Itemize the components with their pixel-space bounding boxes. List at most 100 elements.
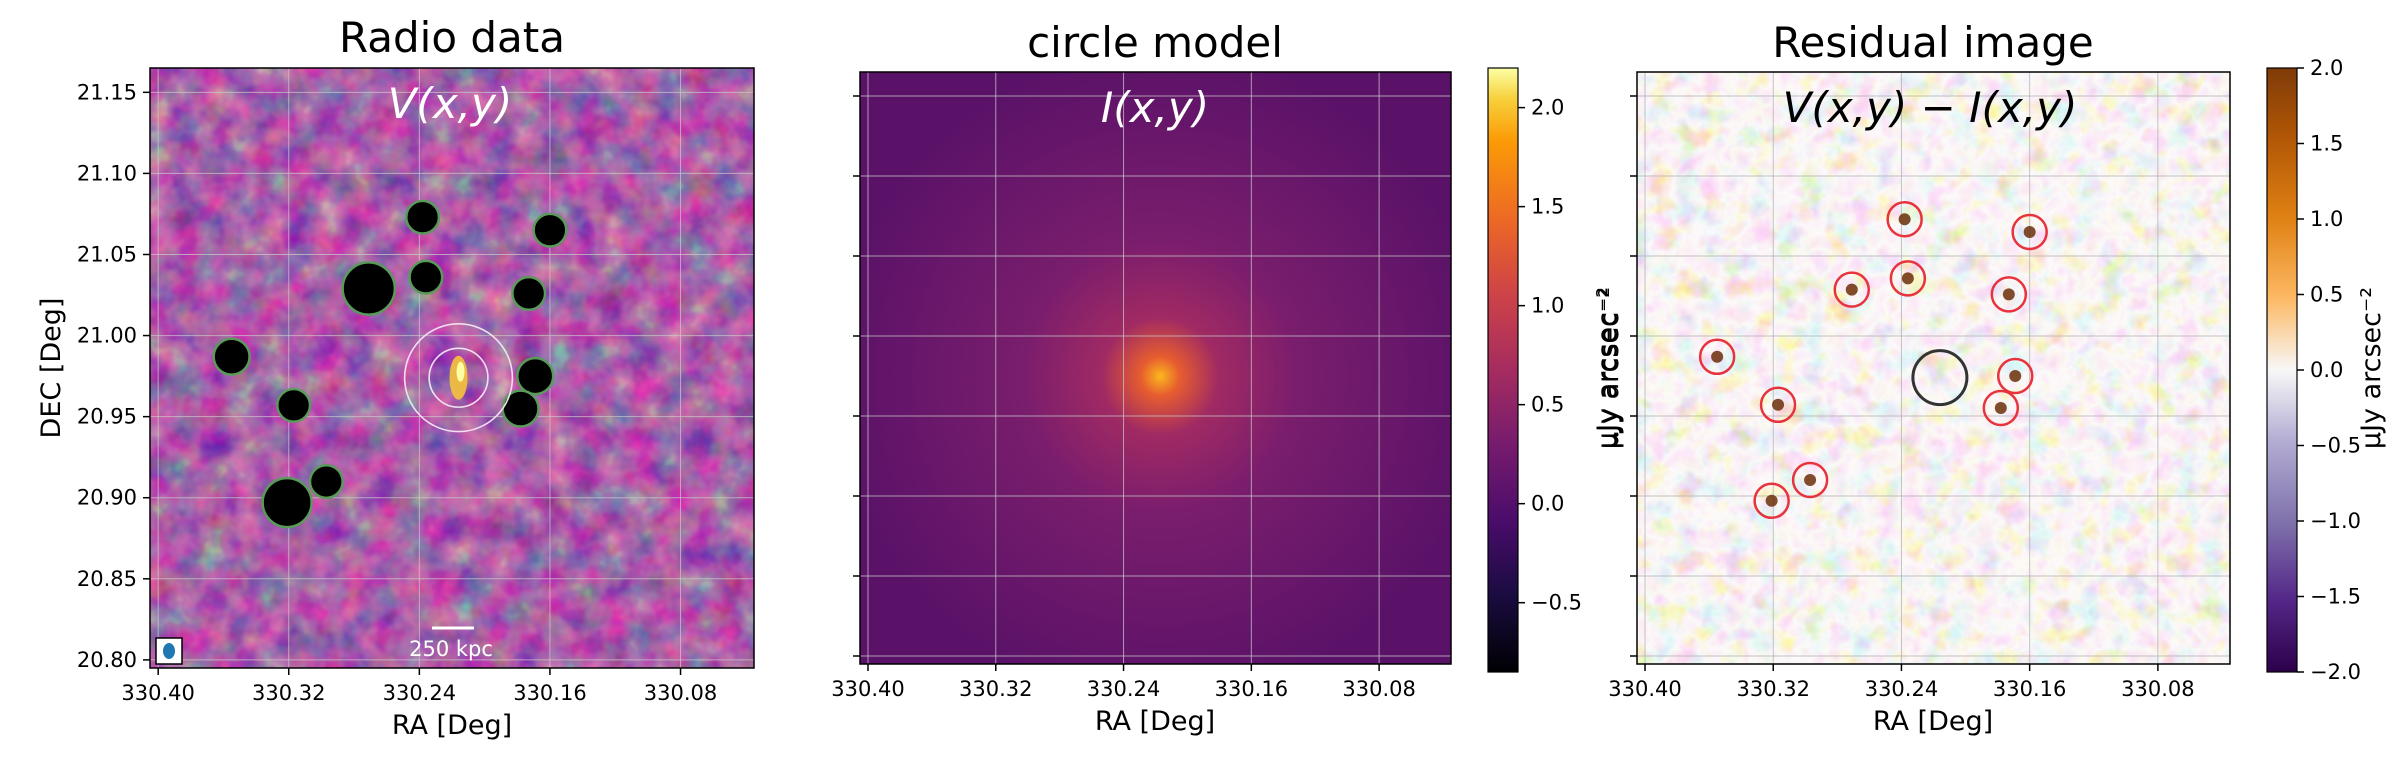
masked-source [516,356,555,396]
colorbar-tick-label: −0.5 [2310,434,2361,458]
x-tick-label: 330.08 [644,681,717,705]
colorbar-tick-label: 1.5 [1531,195,1564,219]
panel1-sources [212,199,568,529]
masked-source [212,337,251,376]
colorbar-puor-ticks: 2.0 1.5 1.0 0.5 0.0 −0.5 −1.0 −1.5 −2.0 [2297,56,2361,684]
masked-source [261,476,313,529]
panel2-yticks [853,95,860,657]
residual-source-circle [1982,389,2020,427]
colorbar-tick-label: 0.5 [2310,283,2343,307]
colorbar-tick-label: 1.0 [2310,207,2343,231]
panel3-xlabel: RA [Deg] [1873,706,1993,737]
residual-source-circle [1833,271,1871,308]
residual-source-circle [1889,260,1927,297]
panel3-ylabel: μJy arcsec⁻² [1592,287,1623,449]
x-tick-label: 330.16 [513,681,586,705]
colorbar-puor [2266,67,2298,673]
residual-source-circle [1996,357,2034,395]
panel1-frame [149,67,755,669]
cluster-outer-circle [403,323,514,433]
y-tick-label: 20.95 [77,405,137,429]
masked-source [501,389,540,428]
scalebar-label: 250 kpc [409,637,493,661]
colorbar-inferno-label: μJy arcsec⁻² [1594,287,1625,449]
colorbar-tick-label: 0.0 [2310,358,2343,382]
y-tick-label: 21.00 [77,324,137,348]
beam-ellipse [163,643,175,659]
panel3-frame [1636,71,2231,665]
panel2-grid [860,72,1451,664]
residual-source-core [2023,226,2036,238]
residual-source-core [1994,402,2007,414]
panel3-title: Residual image [1772,18,2094,67]
residual-source-core [1898,213,1911,226]
x-tick-label: 330.16 [1215,677,1288,701]
residual-source-core [1711,350,1724,363]
masked-source [276,387,312,423]
colorbar-tick-label: −1.5 [2310,585,2361,609]
residual-source-core [2009,370,2022,382]
x-tick-label: 330.08 [1342,677,1415,701]
x-tick-label: 330.08 [2121,677,2194,701]
panel3-xticks: 330.40 330.32 330.24 330.16 330.08 [1608,664,2195,701]
colorbar-tick-label: −2.0 [2310,660,2361,684]
x-tick-label: 330.16 [1993,677,2066,701]
panel1-overlay-label: V(x,y) [388,79,513,128]
panel1-xlabel: RA [Deg] [392,710,512,741]
colorbar-tick-label: −1.0 [2310,509,2361,533]
y-tick-label: 20.90 [77,486,137,510]
colorbar-inferno-ticks: 2.0 1.5 1.0 0.5 0.0 −0.5 [1518,96,1582,615]
panel2-frame [859,71,1452,665]
masked-source [532,212,568,248]
panel3-sources [1698,200,2048,520]
masked-source [511,275,547,311]
masked-source [308,463,344,500]
x-tick-label: 330.32 [252,681,325,705]
cluster-inner-circle [428,347,489,408]
residual-source-core [1765,494,1778,507]
panel1-grid [150,68,754,668]
x-tick-label: 330.40 [121,681,194,705]
colorbar-tick-label: 2.0 [2310,56,2343,80]
colorbar-puor-label: μJy arcsec⁻² [2356,287,2387,449]
residual-source-circle [1886,200,1923,238]
colorbar-tick-label: 0.0 [1531,492,1564,516]
x-tick-label: 330.24 [383,681,456,705]
y-tick-label: 21.10 [77,161,137,185]
residual-center-circle [1911,349,1969,407]
residual-source-circle [1698,338,1736,376]
masked-source [341,261,397,316]
panel3-yticks [1630,95,1637,657]
residual-source-core [1901,272,1914,285]
panel-radio-data: Radio data V(x,y) 250 kpc 330.40 330.32 33… [36,13,755,741]
panel1-xticks: 330.40 330.32 330.24 330.16 330.08 [121,668,717,705]
y-tick-label: 21.05 [77,242,137,266]
y-tick-label: 20.80 [77,648,137,672]
panel1-title: Radio data [339,13,565,62]
residual-source-circle [2011,213,2048,251]
colorbar-inferno [1487,67,1519,673]
cluster-emission-core [456,361,465,382]
x-tick-label: 330.24 [1865,677,1938,701]
residual-source-circle [1791,461,1829,499]
masked-source [405,199,441,235]
x-tick-label: 330.32 [959,677,1032,701]
panel2-xlabel: RA [Deg] [1095,706,1215,737]
colorbar-tick-label: 1.5 [2310,132,2343,156]
panel2-title: circle model [1027,18,1283,67]
residual-source-core [1845,283,1858,296]
colorbar-tick-label: 0.5 [1531,393,1564,417]
panel2-overlay-label: I(x,y) [1101,83,1209,132]
colorbar-tick-label: 2.0 [1531,96,1564,120]
residual-source-core [1804,474,1817,486]
y-tick-label: 20.85 [77,567,137,591]
x-tick-label: 330.24 [1087,677,1160,701]
panel-circle-model: circle model I(x,y) 330.40 330.32 330.24 33… [831,18,1625,737]
residual-source-circle [1753,482,1790,520]
panel3-grid [1637,72,2230,664]
panel3-overlay-label: V(x,y) − I(x,y) [1783,83,2078,132]
residual-source-circle [1759,386,1797,424]
y-tick-label: 21.15 [77,80,137,104]
x-tick-label: 330.40 [831,677,904,701]
